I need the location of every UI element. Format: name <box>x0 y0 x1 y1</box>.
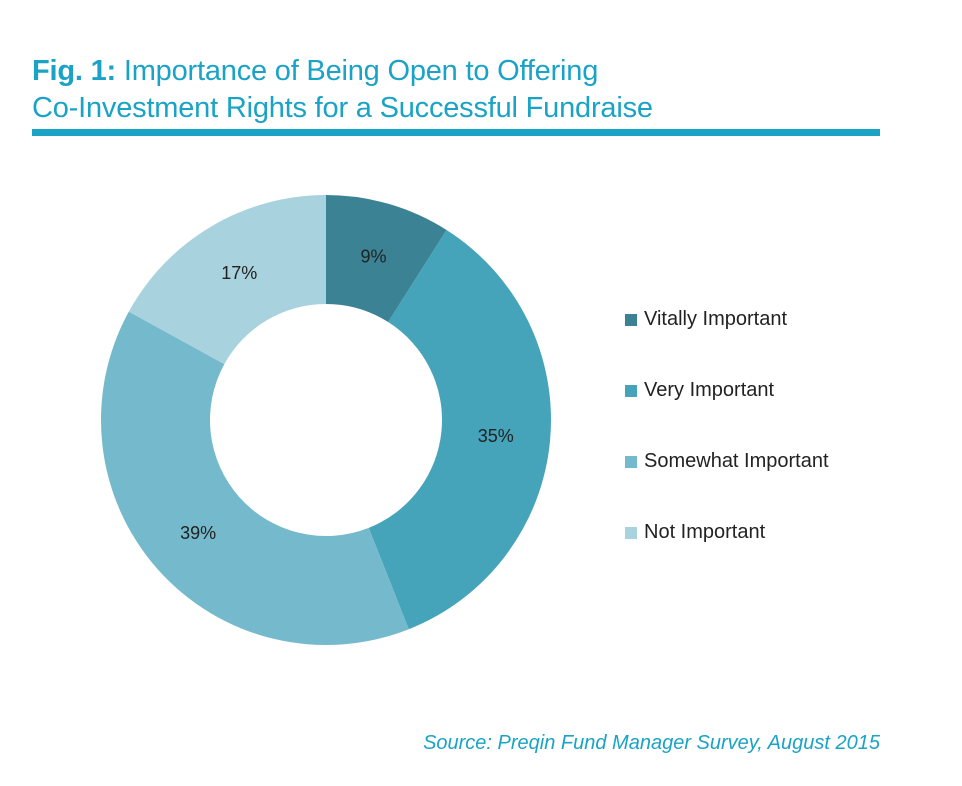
legend-item-very-important: Very Important <box>625 355 829 426</box>
legend-label: Not Important <box>644 521 766 543</box>
data-label-somewhat-important: 39% <box>180 523 216 543</box>
title-line-1: Importance of Being Open to Offering <box>123 55 599 87</box>
legend-label: Somewhat Important <box>644 450 829 472</box>
legend-swatch <box>625 455 637 468</box>
legend-label: Very Important <box>644 379 775 401</box>
chart-legend: Vitally Important Very Important Somewhat … <box>625 284 829 568</box>
legend-item-somewhat-important: Somewhat Important <box>625 426 829 497</box>
slice-vitally-important <box>326 195 447 323</box>
figure-label: Fig. 1: <box>32 55 116 87</box>
title-divider <box>32 129 880 136</box>
title-line-2: Co-Investment Rights for a Successful Fu… <box>32 92 653 124</box>
slice-very-important <box>368 230 551 630</box>
legend-swatch <box>625 313 637 326</box>
data-label-very-important: 35% <box>478 426 514 446</box>
chart-title: Fig. 1: Importance of Being Open to Offe… <box>32 53 892 127</box>
legend-swatch <box>625 384 637 397</box>
legend-item-not-important: Not Important <box>625 497 829 568</box>
data-label-vitally-important: 9% <box>361 246 387 266</box>
legend-swatch <box>625 526 637 539</box>
data-label-not-important: 17% <box>221 263 257 283</box>
source-note: Source: Preqin Fund Manager Survey, Augu… <box>423 732 880 754</box>
legend-item-vitally-important: Vitally Important <box>625 284 829 355</box>
legend-label: Vitally Important <box>644 308 788 330</box>
slice-somewhat-important <box>101 311 409 645</box>
slice-not-important <box>128 195 326 365</box>
